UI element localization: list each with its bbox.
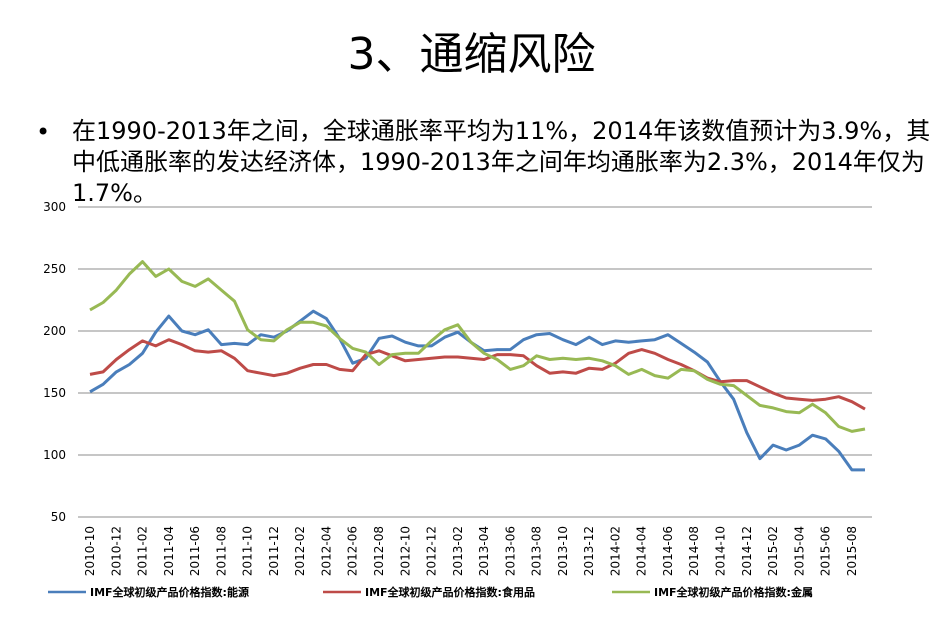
x-tick-label: 2011-08 [214, 526, 228, 576]
line-series [89, 260, 866, 433]
y-tick-label: 250 [43, 262, 66, 276]
x-tick-label: 2011-10 [241, 526, 255, 576]
bullet-dot: • [36, 118, 51, 146]
x-tick-label: 2010-10 [83, 526, 97, 576]
legend-label: IMF全球初级产品价格指数:能源 [90, 585, 249, 599]
x-tick-label: 2013-10 [556, 526, 570, 576]
x-tick-label: 2015-04 [792, 526, 806, 576]
y-tick-label: 100 [43, 448, 66, 462]
x-tick-label: 2014-04 [635, 526, 649, 576]
y-tick-label: 150 [43, 386, 66, 400]
line-series [89, 338, 866, 411]
y-tick-label: 300 [43, 200, 66, 214]
x-tick-label: 2012-02 [293, 526, 307, 576]
x-tick-label: 2012-12 [425, 526, 439, 576]
x-tick-label: 2013-12 [582, 526, 596, 576]
x-tick-label: 2012-10 [398, 526, 412, 576]
x-tick-label: 2015-06 [819, 526, 833, 576]
x-tick-label: 2011-02 [136, 526, 150, 576]
x-tick-label: 2010-12 [109, 526, 123, 576]
x-tick-label: 2014-12 [740, 526, 754, 576]
x-tick-label: 2012-04 [319, 526, 333, 576]
y-tick-label: 200 [43, 324, 66, 338]
slide-title: 3、通缩风险 [347, 29, 596, 80]
x-tick-label: 2014-08 [687, 526, 701, 576]
x-tick-label: 2015-02 [766, 526, 780, 576]
x-tick-label: 2013-04 [477, 526, 491, 576]
legend-label: IMF全球初级产品价格指数:金属 [654, 585, 813, 599]
x-tick-label: 2011-06 [188, 526, 202, 576]
x-tick-label: 2014-02 [608, 526, 622, 576]
bullet-text: 在1990-2013年之间，全球通胀率平均为11%，2014年该数值预计为3.9… [72, 117, 931, 207]
x-tick-label: 2013-08 [530, 526, 544, 576]
x-tick-label: 2012-08 [372, 526, 386, 576]
x-tick-label: 2011-12 [267, 526, 281, 576]
x-tick-label: 2011-04 [162, 526, 176, 576]
x-tick-label: 2014-10 [714, 526, 728, 576]
legend-label: IMF全球初级产品价格指数:食用品 [365, 585, 535, 599]
x-tick-label: 2014-06 [661, 526, 675, 576]
y-tick-label: 50 [51, 510, 66, 524]
x-tick-label: 2012-06 [346, 526, 360, 576]
line-series [89, 309, 865, 472]
x-tick-label: 2013-02 [451, 526, 465, 576]
x-tick-label: 2013-06 [503, 526, 517, 576]
x-tick-label: 2015-08 [845, 526, 859, 576]
